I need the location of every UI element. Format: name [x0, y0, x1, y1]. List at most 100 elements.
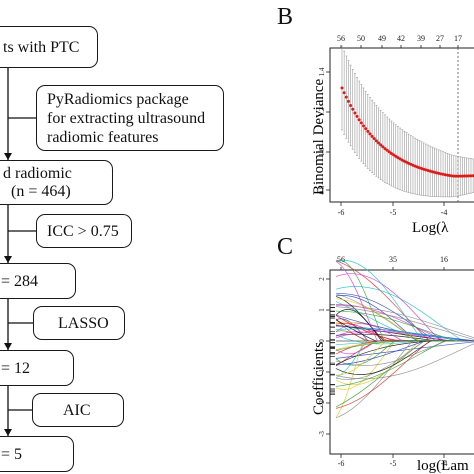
- panel-b-deviance-point: [353, 111, 357, 115]
- panel-c-coefficient-path: [335, 273, 442, 342]
- flowchart-connectors: [7, 68, 36, 436]
- panel-b-deviance-point: [344, 95, 348, 99]
- panel-c-rug-marks: [330, 304, 335, 395]
- panel-c-coefficient-path: [335, 318, 371, 342]
- panel-b-deviance-point: [465, 174, 469, 178]
- flowchart-box-aic-text: AIC: [63, 402, 91, 419]
- panel-b-ylabel: Binomial Deviance: [311, 78, 327, 195]
- panel-b-x-tick-label: -5: [390, 208, 397, 217]
- flowchart-box-aic: AIC: [32, 393, 124, 427]
- panel-b-top-tick-label: 49: [378, 34, 386, 43]
- panel-c-top-ticks: 56 35 16: [337, 255, 448, 270]
- panel-b-deviance-point: [394, 154, 398, 158]
- arrowhead-1: [4, 153, 12, 160]
- panel-b-deviance-point: [381, 145, 385, 149]
- panel-c-coefficient-path: [335, 259, 424, 342]
- flowchart-box-radiomic-features: d radiomic (n = 464): [0, 160, 113, 205]
- panel-b-x-tick-label: -6: [338, 208, 345, 217]
- panel-b-deviance-point: [346, 99, 350, 103]
- arrowhead-4: [4, 429, 12, 436]
- panel-b-deviance-point: [379, 143, 383, 147]
- panel-c-coefficient-path: [335, 340, 425, 380]
- flowchart-box-n5: = 5: [0, 436, 74, 472]
- flowchart-box-icc-text: ICC > 0.75: [47, 223, 119, 240]
- panel-b-y-tick-label: 1.2: [318, 107, 326, 116]
- flowchart-box-pyradiomics-line3: radiomic features: [47, 129, 159, 146]
- panel-b-deviance-point: [366, 129, 370, 133]
- panel-c-coefficient-path: [335, 331, 395, 342]
- panel-b-deviance-point: [467, 174, 471, 178]
- panel-b-deviance-point: [377, 141, 381, 145]
- panel-c-y-tick-label: 2: [318, 277, 326, 281]
- panel-c-x-tick-label: -4: [441, 459, 448, 468]
- panel-b-deviance-point: [362, 124, 365, 128]
- panel-b-deviance-point: [383, 147, 387, 151]
- panel-c-y-tick-label: -2: [318, 400, 326, 406]
- panel-b-deviance-point: [471, 174, 474, 178]
- flowchart-box-lasso: LASSO: [33, 306, 125, 340]
- panel-c-coefficient-path: [335, 318, 369, 342]
- panel-c-coefficient-path: [335, 331, 446, 342]
- panel-c-coefficient-path: [335, 340, 413, 419]
- panel-b-deviance-point: [458, 174, 462, 178]
- panel-c-y-tick-label: 1: [318, 308, 326, 312]
- panel-b-y-tick-label: 1.4: [318, 67, 326, 76]
- panel-c-coefficient-path: [335, 298, 420, 342]
- panel-b-top-tick-label: 27: [436, 34, 444, 43]
- panel-c-coefficient-path: [335, 334, 418, 345]
- flowchart-box-radiomic-line1: d radiomic: [3, 165, 72, 182]
- panel-c-ylabel: Coefficients: [311, 342, 327, 415]
- panel-b-deviance-point: [364, 127, 368, 131]
- panel-b-top-tick-label: 56: [337, 34, 345, 43]
- panel-c-coefficient-path: [335, 343, 474, 380]
- panel-c: 56 35 16 2 1 0 -1 -2 -3 -6 -5 -4 Coefficients log…: [311, 255, 474, 474]
- panel-c-coefficient-path: [335, 340, 426, 366]
- panel-b-deviance-point: [469, 174, 473, 178]
- panel-c-coefficient-path: [335, 340, 387, 376]
- panel-c-coefficient-path: [335, 319, 377, 342]
- panel-b-deviance-point: [374, 139, 378, 143]
- panel-c-x-tick-label: -5: [390, 459, 397, 468]
- panel-b-y-tick-label: 0.8: [318, 185, 326, 194]
- panel-c-y-tick-label: -3: [318, 431, 326, 437]
- panel-c-coefficient-path: [335, 260, 431, 342]
- panel-b-deviance-point: [342, 91, 346, 95]
- panel-c-y-tick-label: 0: [318, 339, 326, 343]
- panel-b-deviance-point: [351, 107, 355, 111]
- flowchart-box-patients: ts with PTC: [0, 26, 98, 68]
- panel-c-coefficient-path: [335, 310, 456, 342]
- flowchart-box-n5-text: = 5: [1, 446, 23, 463]
- panel-b-deviance-point: [355, 114, 359, 118]
- panel-b-deviance-point: [389, 151, 393, 155]
- flowchart-box-lasso-text: LASSO: [58, 315, 109, 332]
- panel-b-deviance-point: [392, 153, 396, 157]
- panel-c-y-tick-label: -1: [318, 369, 326, 375]
- panel-b-deviance-point: [463, 174, 467, 178]
- panel-b-top-tick-label: 39: [417, 34, 425, 43]
- panel-c-coefficient-path: [335, 328, 465, 342]
- panel-b-y-ticks: 1.4 1.2 1.0 0.8: [318, 67, 330, 194]
- panel-b-deviance-point: [340, 86, 344, 90]
- panel-c-top-tick-label: 35: [389, 255, 397, 264]
- panel-b: 56 50 49 42 39 27 17 1.4 1.2 1.0 0.8 -6 -5 -4 Binom…: [311, 34, 474, 236]
- panel-b-deviance-point: [452, 174, 456, 178]
- panel-c-coefficient-path: [335, 340, 364, 418]
- panel-b-plot-frame: [329, 47, 474, 203]
- panel-b-x-tick-label: -4: [441, 208, 448, 217]
- panel-c-top-tick-label: 16: [440, 255, 448, 264]
- panel-b-label: B: [277, 4, 294, 30]
- panel-c-coefficient-path: [335, 314, 474, 342]
- panel-c-coefficient-path: [335, 296, 385, 342]
- panel-c-coefficient-path: [335, 315, 400, 342]
- panel-b-deviance-point: [359, 121, 363, 125]
- panel-c-xlabel: log(Lam: [417, 458, 469, 474]
- flowchart-box-radiomic-line2: (n = 464): [11, 183, 71, 200]
- panel-c-coefficient-paths: [335, 259, 474, 419]
- panel-c-coefficient-path: [335, 261, 378, 342]
- panel-c-coefficient-path: [335, 306, 474, 340]
- panel-c-y-ticks: 2 1 0 -1 -2 -3: [318, 277, 330, 437]
- arrowhead-2: [4, 256, 12, 263]
- panel-c-coefficient-path: [335, 340, 420, 386]
- panel-b-xlabel: Log(λ: [412, 220, 449, 236]
